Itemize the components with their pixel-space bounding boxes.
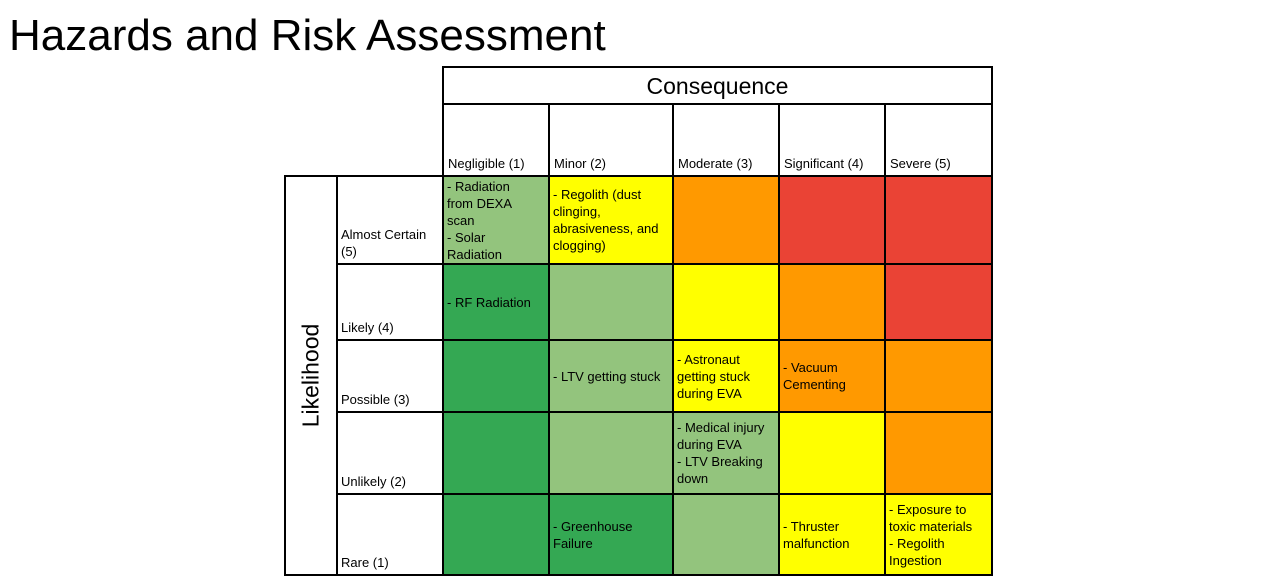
column-header-label: Severe (5) xyxy=(890,156,951,171)
risk-cell-r5-c5: - Exposure to toxic materials - Regolith… xyxy=(884,493,993,576)
hazard-text: - Astronaut getting stuck during EVA xyxy=(677,351,750,401)
risk-cell-r1-c1: - Radiation from DEXA scan - Solar Radia… xyxy=(442,175,550,265)
row-header-rare-1: Rare (1) xyxy=(336,493,444,576)
hazard-text: - LTV getting stuck xyxy=(553,368,661,384)
column-header-significant-4: Significant (4) xyxy=(778,103,886,177)
risk-cell-r3-c4: - Vacuum Cementing xyxy=(778,339,886,413)
row-header-label: Almost Certain (5) xyxy=(341,227,427,259)
risk-cell-r4-c5 xyxy=(884,411,993,495)
risk-cell-r5-c4: - Thruster malfunction xyxy=(778,493,886,576)
risk-cell-r2-c5 xyxy=(884,263,993,341)
row-header-unlikely-2: Unlikely (2) xyxy=(336,411,444,495)
risk-cell-r5-c1 xyxy=(442,493,550,576)
risk-cell-r4-c1 xyxy=(442,411,550,495)
hazard-text: - RF Radiation xyxy=(447,294,531,310)
risk-cell-r1-c5 xyxy=(884,175,993,265)
risk-cell-r1-c4 xyxy=(778,175,886,265)
column-header-label: Moderate (3) xyxy=(678,156,753,171)
column-header-negligible-1: Negligible (1) xyxy=(442,103,550,177)
risk-cell-r4-c4 xyxy=(778,411,886,495)
risk-cell-r2-c4 xyxy=(778,263,886,341)
hazard-text: - Regolith (dust clinging, abrasiveness,… xyxy=(553,187,659,253)
row-header-label: Possible (3) xyxy=(341,392,410,407)
column-header-label: Significant (4) xyxy=(784,156,864,171)
risk-cell-r1-c3 xyxy=(672,175,780,265)
risk-cell-r3-c1 xyxy=(442,339,550,413)
column-header-severe-5: Severe (5) xyxy=(884,103,993,177)
risk-cell-r4-c2 xyxy=(548,411,674,495)
row-header-label: Unlikely (2) xyxy=(341,474,407,489)
row-header-label: Likely (4) xyxy=(341,320,394,335)
hazard-text: - Exposure to toxic materials - Regolith… xyxy=(889,501,973,568)
risk-cell-r3-c2: - LTV getting stuck xyxy=(548,339,674,413)
hazard-text: - Medical injury during EVA - LTV Breaki… xyxy=(677,420,765,486)
risk-cell-r4-c3: - Medical injury during EVA - LTV Breaki… xyxy=(672,411,780,495)
hazard-text: - Greenhouse Failure xyxy=(553,518,633,551)
column-header-label: Negligible (1) xyxy=(448,156,525,171)
risk-cell-r2-c1: - RF Radiation xyxy=(442,263,550,341)
row-header-possible-3: Possible (3) xyxy=(336,339,444,413)
likelihood-header: Likelihood xyxy=(284,175,338,576)
risk-cell-r3-c5 xyxy=(884,339,993,413)
row-header-label: Rare (1) xyxy=(341,555,389,570)
page-title: Hazards and Risk Assessment xyxy=(9,11,606,60)
column-header-moderate-3: Moderate (3) xyxy=(672,103,780,177)
column-header-label: Minor (2) xyxy=(554,156,607,171)
risk-cell-r3-c3: - Astronaut getting stuck during EVA xyxy=(672,339,780,413)
hazard-text: - Radiation from DEXA scan - Solar Radia… xyxy=(447,178,513,262)
row-header-likely-4: Likely (4) xyxy=(336,263,444,341)
risk-cell-r5-c3 xyxy=(672,493,780,576)
hazard-text: - Vacuum Cementing xyxy=(783,360,846,392)
risk-cell-r2-c2 xyxy=(548,263,674,341)
risk-cell-r1-c2: - Regolith (dust clinging, abrasiveness,… xyxy=(548,175,674,265)
risk-cell-r5-c2: - Greenhouse Failure xyxy=(548,493,674,576)
risk-cell-r2-c3 xyxy=(672,263,780,341)
row-header-almost-certain-5: Almost Certain (5) xyxy=(336,175,444,265)
hazard-text: - Thruster malfunction xyxy=(783,518,850,551)
likelihood-label: Likelihood xyxy=(297,323,324,428)
column-header-minor-2: Minor (2) xyxy=(548,103,674,177)
consequence-header: Consequence xyxy=(442,66,993,105)
